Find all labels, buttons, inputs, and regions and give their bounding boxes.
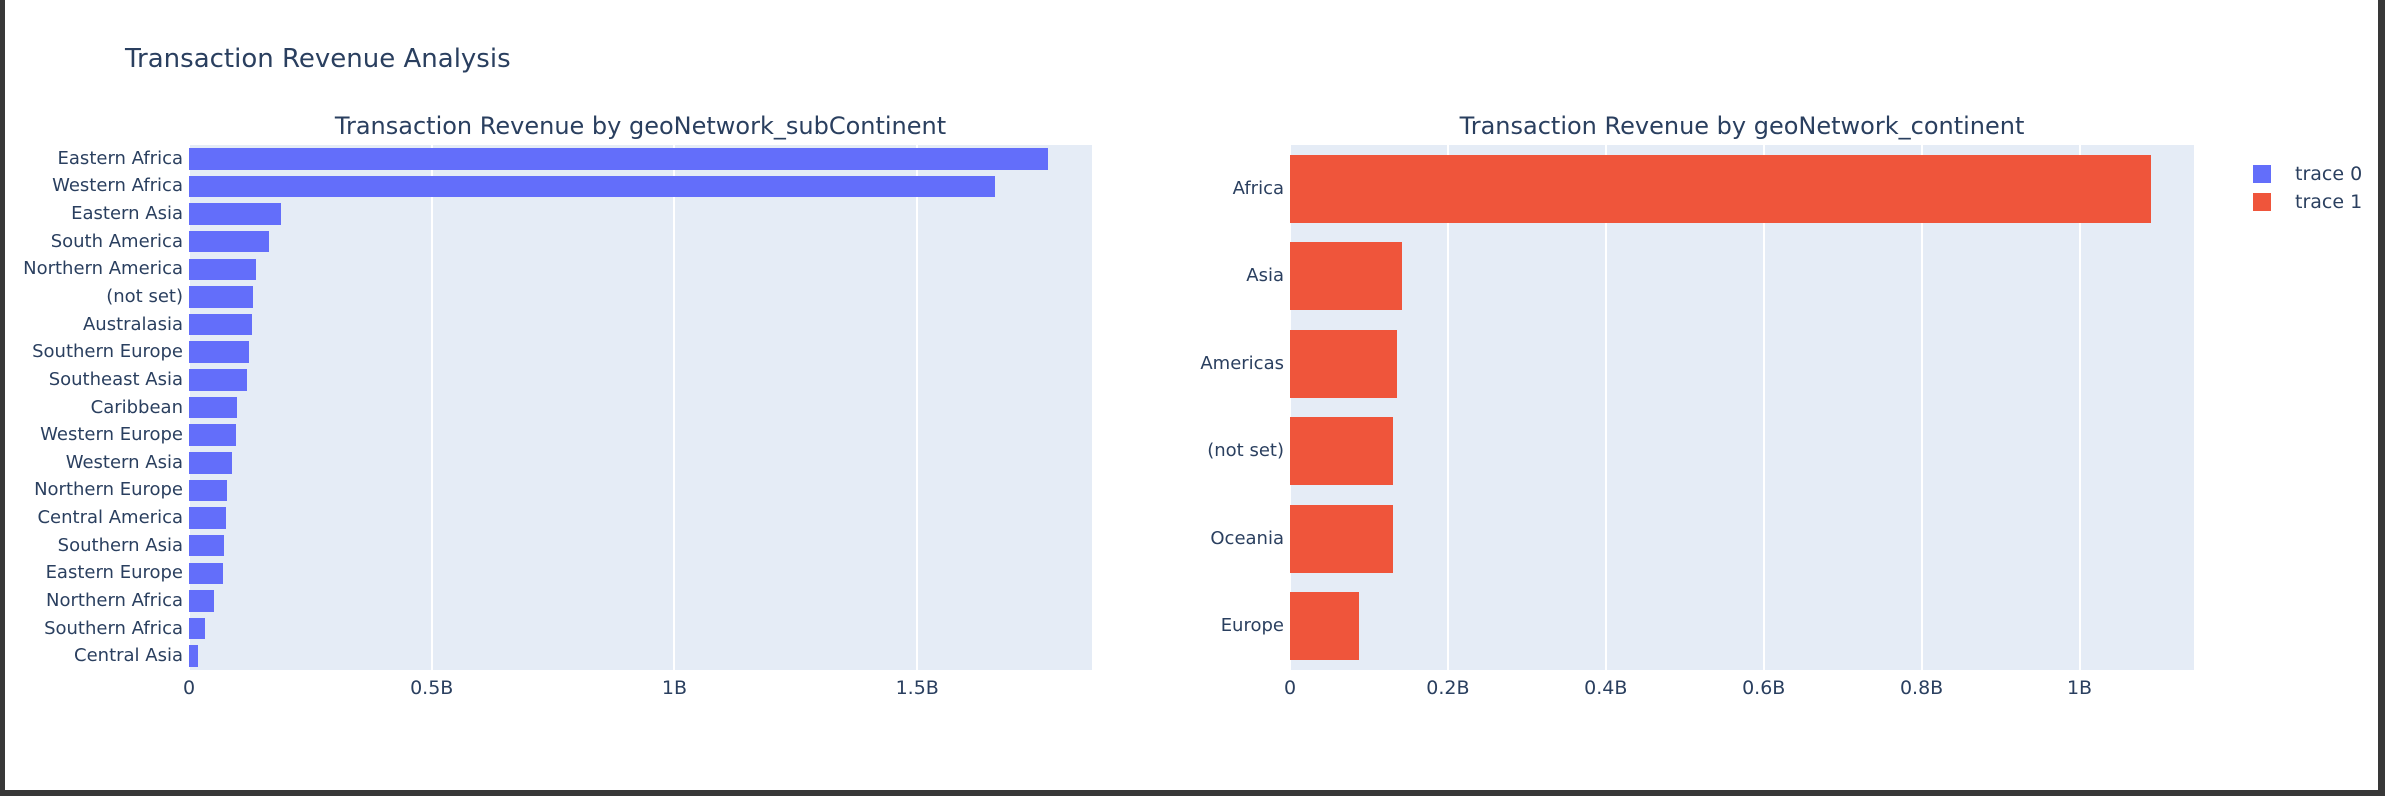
bar[interactable] — [1290, 329, 1397, 398]
gridline — [1604, 145, 1607, 670]
legend-swatch-trace-0 — [2253, 165, 2271, 183]
bar[interactable] — [189, 369, 247, 391]
y-category-label: Americas — [1200, 352, 1284, 374]
y-category-label: Western Europe — [40, 424, 183, 446]
y-category-label: Africa — [1232, 177, 1284, 199]
legend-label-trace-1: trace 1 — [2295, 191, 2363, 213]
x-tick-label: 1B — [661, 677, 688, 699]
gridline — [1762, 145, 1765, 670]
y-category-label: Central Asia — [74, 645, 183, 667]
x-tick-label: 1B — [2066, 677, 2093, 699]
legend-swatch-trace-1 — [2253, 193, 2271, 211]
y-category-label: Western Africa — [52, 175, 183, 197]
y-category-label: Southern Europe — [32, 341, 183, 363]
bar[interactable] — [189, 286, 253, 308]
gridline — [1446, 145, 1449, 670]
y-category-label: Northern America — [23, 258, 183, 280]
x-tick-label: 0.6B — [1742, 677, 1786, 699]
bar[interactable] — [189, 230, 270, 253]
page-title: Transaction Revenue Analysis — [125, 44, 511, 74]
bar[interactable] — [189, 645, 198, 667]
gridline — [430, 145, 433, 670]
y-category-label: Caribbean — [90, 396, 183, 418]
y-category-label: Europe — [1220, 615, 1284, 637]
y-category-label: Eastern Asia — [71, 203, 183, 225]
y-category-label: Eastern Europe — [45, 562, 183, 584]
gridline — [2078, 145, 2081, 670]
bar[interactable] — [189, 534, 225, 557]
x-tick-label: 0.8B — [1899, 677, 1944, 699]
bar[interactable] — [189, 562, 223, 585]
chart-title-subcontinent: Transaction Revenue by geoNetwork_subCon… — [334, 112, 947, 140]
y-category-label: Northern Europe — [34, 479, 183, 501]
bar[interactable] — [1290, 592, 1359, 661]
x-tick-label: 0.4B — [1584, 677, 1628, 699]
gridline — [916, 145, 919, 670]
y-category-label: Eastern Africa — [57, 147, 183, 169]
y-category-label: Northern Africa — [46, 589, 183, 611]
y-category-label: (not set) — [106, 285, 183, 307]
bar[interactable] — [1290, 242, 1403, 311]
legend-label-trace-0: trace 0 — [2295, 163, 2363, 185]
x-tick-label: 0.5B — [410, 677, 454, 699]
y-category-label: Southern Asia — [57, 534, 183, 556]
y-category-label: (not set) — [1207, 440, 1284, 462]
plot-area-continent — [1289, 145, 2194, 670]
legend-item-trace-1[interactable]: trace 1 — [2253, 188, 2362, 216]
bar[interactable] — [1290, 417, 1394, 486]
y-category-label: Central America — [37, 507, 183, 529]
chart-title-continent: Transaction Revenue by geoNetwork_contin… — [1459, 112, 2025, 140]
plot-area-subcontinent — [188, 145, 1092, 670]
y-category-label: Oceania — [1210, 527, 1284, 549]
bar[interactable] — [189, 341, 249, 363]
y-category-label: Asia — [1246, 265, 1284, 287]
bar[interactable] — [189, 148, 1049, 170]
legend: trace 0 trace 1 — [2253, 160, 2362, 216]
y-category-label: Australasia — [82, 313, 183, 335]
bar[interactable] — [189, 313, 253, 336]
x-tick-label: 1.5B — [895, 677, 939, 699]
bar[interactable] — [189, 258, 256, 281]
bar[interactable] — [189, 424, 237, 446]
gridline — [1920, 145, 1923, 670]
bar[interactable] — [1290, 504, 1393, 573]
legend-item-trace-0[interactable]: trace 0 — [2253, 160, 2362, 188]
bar[interactable] — [189, 617, 206, 640]
bar[interactable] — [189, 507, 227, 529]
gridline — [673, 145, 676, 670]
bar[interactable] — [189, 451, 232, 474]
bar[interactable] — [189, 175, 995, 198]
bar[interactable] — [1290, 154, 2151, 223]
x-tick-label: 0.2B — [1426, 677, 1470, 699]
y-category-label: South America — [50, 230, 183, 252]
bar[interactable] — [189, 203, 282, 225]
x-tick-label: 0 — [182, 677, 196, 699]
bar[interactable] — [189, 396, 238, 419]
bar[interactable] — [189, 590, 215, 612]
y-category-label: Southeast Asia — [48, 368, 183, 390]
y-category-label: Southern Africa — [44, 617, 183, 639]
gridline — [1289, 145, 1291, 670]
x-tick-label: 0 — [1283, 677, 1297, 699]
y-category-label: Western Asia — [65, 451, 183, 473]
bar[interactable] — [189, 479, 227, 502]
